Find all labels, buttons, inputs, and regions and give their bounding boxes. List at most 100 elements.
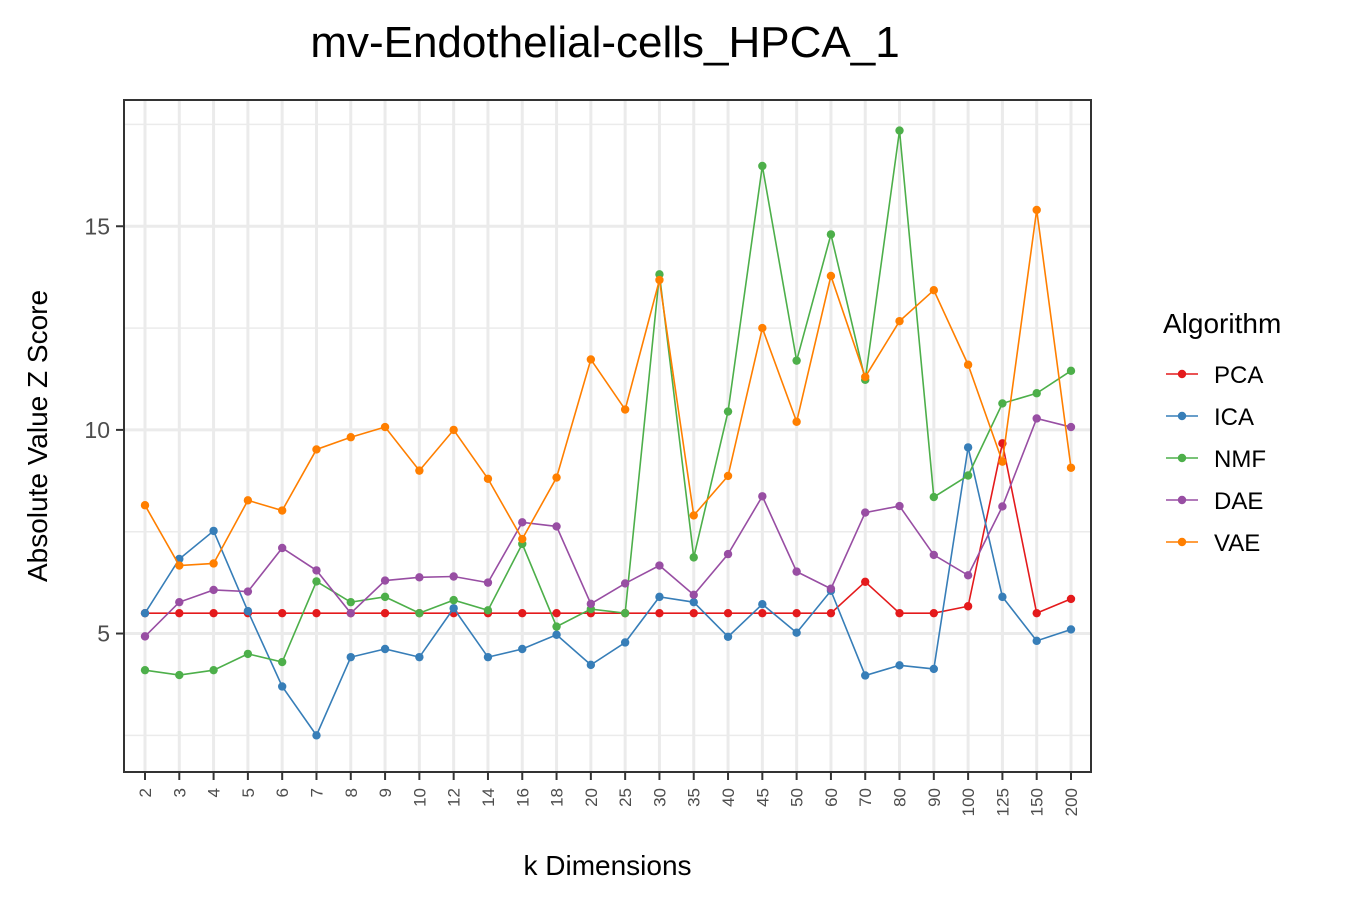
data-point-pca — [861, 577, 870, 587]
data-point-pca — [1032, 608, 1041, 618]
x-tick-label: 50 — [788, 788, 807, 807]
x-axis: 2 3 4 5 6 7 8 9 10 12 14 16 18 20 25 30 35 40 45 50 60 70 80 90… — [136, 772, 1081, 816]
x-tick-label: 2 — [136, 788, 155, 797]
data-point-pca — [826, 608, 836, 618]
data-point-vae — [449, 425, 458, 435]
data-point-dae — [963, 571, 973, 580]
data-point-ica — [929, 664, 939, 674]
data-point-vae — [175, 561, 184, 570]
data-point-dae — [861, 508, 870, 517]
data-point-vae — [826, 271, 836, 281]
x-tick-label: 200 — [1062, 788, 1081, 816]
legend-key-point — [1177, 411, 1187, 421]
legend-label: VAE — [1214, 530, 1260, 557]
data-point-nmf — [346, 597, 355, 607]
x-tick-label: 100 — [959, 788, 978, 816]
data-point-ica — [895, 661, 904, 670]
series-nmf — [140, 126, 1076, 680]
data-point-vae — [1032, 205, 1041, 215]
x-tick-label: 5 — [239, 788, 258, 797]
data-point-dae — [895, 501, 904, 511]
series-vae — [140, 205, 1076, 570]
minor-gridlines — [124, 123, 1091, 737]
y-tick-label: 15 — [84, 213, 110, 239]
series-line-ica — [144, 447, 1072, 737]
data-point-dae — [586, 599, 596, 608]
data-point-ica — [277, 682, 287, 691]
data-point-dae — [655, 561, 664, 570]
data-point-vae — [758, 323, 767, 333]
data-point-ica — [689, 597, 698, 607]
data-point-vae — [312, 445, 321, 454]
data-point-pca — [1066, 594, 1076, 604]
data-point-dae — [1032, 414, 1041, 423]
x-tick-label: 90 — [925, 788, 944, 807]
x-tick-label: 35 — [685, 788, 704, 807]
x-tick-label: 60 — [822, 788, 841, 807]
y-tick-label: 10 — [84, 417, 110, 443]
data-point-nmf — [175, 670, 184, 680]
legend-key-point — [1177, 537, 1187, 547]
data-point-nmf — [380, 592, 390, 602]
y-tick-label: 5 — [97, 621, 110, 647]
x-tick-label: 12 — [445, 788, 464, 807]
data-point-ica — [792, 628, 801, 637]
major-gridlines — [124, 100, 1091, 772]
data-point-pca — [723, 608, 733, 618]
data-point-pca — [277, 608, 287, 618]
data-point-nmf — [552, 622, 561, 631]
data-point-dae — [277, 543, 287, 553]
data-point-nmf — [140, 665, 150, 675]
data-point-dae — [346, 608, 355, 618]
y-axis: 5 10 15 — [84, 213, 124, 647]
data-point-ica — [483, 652, 493, 662]
data-point-dae — [998, 502, 1007, 511]
x-tick-label: 25 — [616, 788, 635, 807]
data-point-vae — [1066, 463, 1076, 472]
data-point-pca — [175, 608, 184, 618]
x-axis-title: k Dimensions — [523, 850, 691, 881]
x-tick-label: 20 — [582, 788, 601, 807]
data-point-pca — [655, 608, 664, 618]
data-point-vae — [243, 496, 253, 505]
data-point-ica — [380, 644, 390, 654]
data-point-nmf — [723, 407, 733, 416]
legend-key-point — [1177, 369, 1187, 379]
data-point-dae — [689, 590, 698, 600]
data-point-vae — [929, 285, 939, 295]
data-point-ica — [449, 604, 458, 613]
data-point-ica — [1032, 636, 1041, 646]
data-point-pca — [895, 608, 904, 618]
x-tick-label: 70 — [856, 788, 875, 807]
data-point-nmf — [449, 595, 458, 605]
data-point-vae — [620, 405, 630, 414]
data-point-ica — [140, 608, 150, 618]
data-point-nmf — [929, 492, 939, 502]
data-point-ica — [620, 638, 630, 647]
data-point-pca — [792, 608, 801, 618]
data-point-dae — [792, 567, 801, 576]
x-tick-label: 125 — [993, 788, 1012, 816]
data-point-ica — [209, 526, 218, 536]
data-point-vae — [483, 474, 493, 483]
data-point-dae — [483, 578, 493, 587]
legend-label: DAE — [1214, 488, 1263, 515]
x-tick-label: 9 — [376, 788, 395, 797]
data-point-nmf — [209, 665, 218, 675]
data-point-pca — [929, 608, 939, 618]
data-point-vae — [277, 506, 287, 515]
legend-label: PCA — [1214, 362, 1263, 389]
data-point-ica — [586, 660, 596, 670]
data-point-dae — [415, 573, 424, 582]
legend-label: ICA — [1214, 404, 1254, 431]
data-point-nmf — [792, 356, 801, 365]
data-point-vae — [140, 501, 150, 510]
data-point-dae — [1066, 422, 1076, 432]
legend-item-vae: VAE — [1166, 530, 1260, 557]
data-point-pca — [758, 608, 767, 618]
data-point-nmf — [895, 126, 904, 135]
series-line-vae — [144, 209, 1072, 567]
plot-panel-border — [123, 99, 1092, 773]
data-point-nmf — [826, 230, 836, 239]
x-tick-label: 7 — [307, 788, 326, 797]
